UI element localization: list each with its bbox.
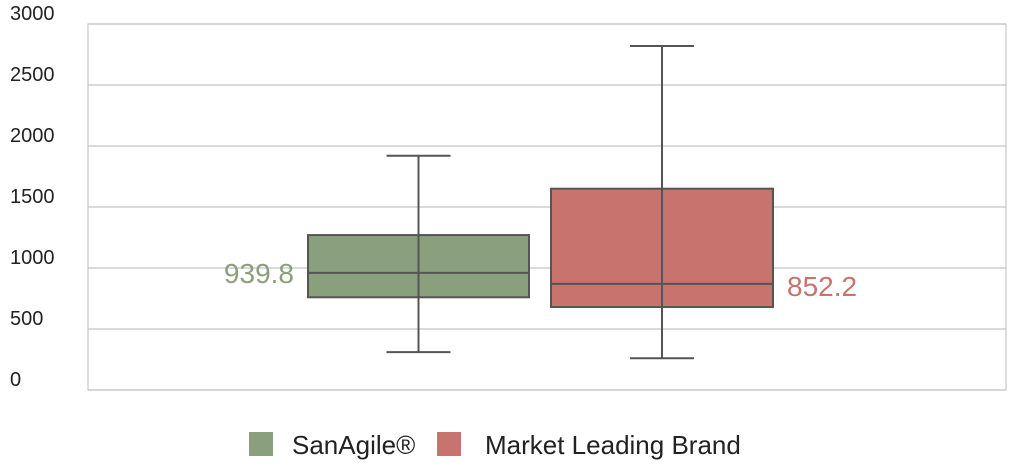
median-value-label: 852.2	[787, 271, 857, 302]
grid-lines	[88, 23, 1006, 391]
y-tick-label: 3000	[10, 3, 55, 25]
y-tick-label: 500	[10, 308, 43, 330]
y-tick-label: 2500	[10, 64, 55, 86]
legend-item: SanAgile®	[249, 430, 415, 460]
y-tick-label: 2000	[10, 125, 55, 147]
legend-item: Market Leading Brand	[437, 430, 741, 460]
box-sanagile: 939.8	[224, 154, 530, 354]
plot-area-border	[87, 23, 1007, 391]
y-axis-ticks: 0 500 1000 1500 2000 2500 3000	[10, 3, 55, 391]
box-market-leading-brand: 852.2	[550, 44, 857, 360]
legend: SanAgile® Market Leading Brand	[249, 430, 741, 460]
y-tick-label: 1000	[10, 247, 55, 269]
y-tick-label: 1500	[10, 186, 55, 208]
median-value-label: 939.8	[224, 258, 294, 289]
legend-label: SanAgile®	[292, 430, 415, 460]
legend-swatch	[437, 432, 461, 456]
legend-label: Market Leading Brand	[485, 430, 741, 460]
box-series: 939.8 852.2	[224, 44, 857, 360]
y-tick-label: 0	[10, 369, 21, 391]
legend-swatch	[249, 432, 273, 456]
